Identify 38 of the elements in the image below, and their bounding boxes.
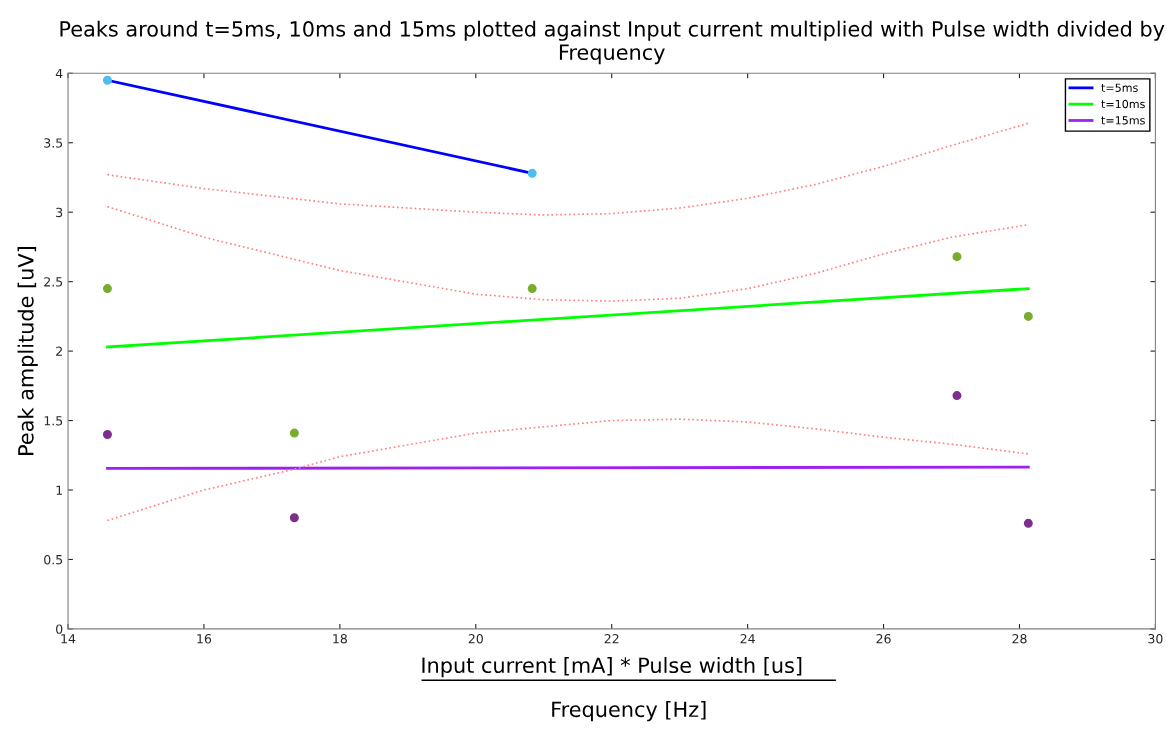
x-tick-label: 30 bbox=[1148, 634, 1163, 644]
x-tick-label: 16 bbox=[197, 634, 212, 644]
y-tick-label: 3 bbox=[56, 207, 63, 218]
x-tick-label: 18 bbox=[333, 634, 347, 644]
y-tick-label: 0.5 bbox=[44, 554, 63, 565]
x-tick-label: 14 bbox=[61, 634, 76, 644]
x-tick-label: 26 bbox=[876, 634, 891, 644]
y-axis-title: Peak amplitude [uV] bbox=[17, 247, 38, 455]
point bbox=[289, 428, 299, 438]
y-tick-label: 2 bbox=[56, 346, 62, 356]
y-tick-label: 3.5 bbox=[44, 138, 63, 148]
x-axis-title: Input current [mA] * Pulse width [us] bbox=[422, 656, 802, 678]
x-tick-label: 28 bbox=[1012, 634, 1027, 644]
point bbox=[952, 252, 962, 262]
point bbox=[1023, 518, 1033, 528]
line-series bbox=[106, 122, 1030, 216]
legend-label: t=10ms bbox=[1101, 99, 1145, 109]
x-tick-label: 24 bbox=[740, 634, 755, 644]
point bbox=[527, 168, 537, 178]
legend-label: t=5ms bbox=[1101, 83, 1138, 92]
y-tick-label: 4 bbox=[55, 68, 63, 79]
point bbox=[527, 284, 537, 294]
point bbox=[952, 391, 962, 401]
x-tick-label: 22 bbox=[604, 634, 619, 644]
point bbox=[289, 513, 299, 523]
point bbox=[102, 429, 112, 439]
y-tick-label: 1 bbox=[56, 485, 63, 495]
y-tick-label: 1.5 bbox=[44, 416, 63, 426]
y-tick-label: 0 bbox=[56, 624, 63, 634]
point bbox=[102, 75, 112, 85]
x-tick-label: 20 bbox=[468, 634, 483, 644]
line-series bbox=[106, 418, 1030, 522]
chart-title: Peaks around t=5ms, 10ms and 15ms plotted against Input current multiplied with Pulse width divided by Frequency bbox=[60, 20, 1165, 65]
text: Frequency [Hz] bbox=[552, 701, 706, 722]
point bbox=[102, 284, 112, 294]
point bbox=[1023, 311, 1033, 321]
y-tick-label: 2.5 bbox=[44, 277, 63, 287]
legend-label: t=15ms bbox=[1101, 116, 1145, 125]
